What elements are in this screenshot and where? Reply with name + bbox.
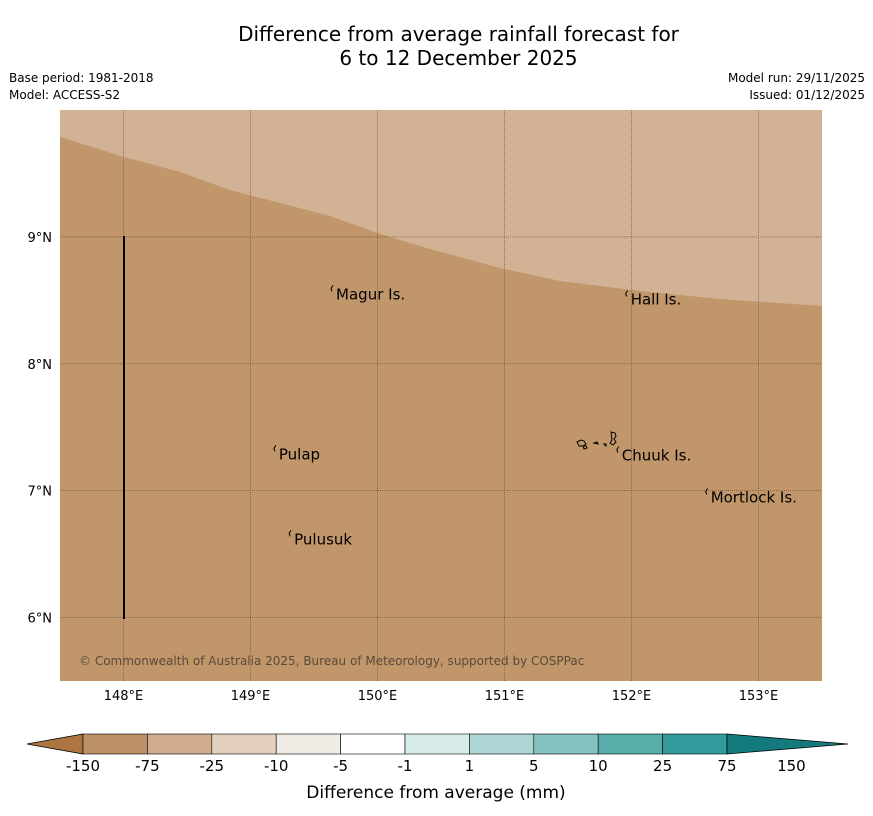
colorbar-tick-label: 10 bbox=[589, 757, 608, 775]
place-label: Pulap bbox=[279, 445, 320, 463]
colorbar-segment bbox=[82, 733, 148, 755]
graticule bbox=[60, 110, 822, 681]
colorbar: -150 -75 -25 -10 -5 -1 1 5 10 25 75 150 bbox=[26, 733, 849, 775]
meta-right: Model run: 29/11/2025 Issued: 01/12/2025 bbox=[728, 70, 865, 104]
colorbar-tick-label: 25 bbox=[653, 757, 672, 775]
axis-labels: 148°E 149°E 150°E 151°E 152°E 153°E 9°N 8°N 7°N 6… bbox=[28, 231, 779, 704]
colorbar-extend-low bbox=[26, 733, 84, 755]
lon-tick-label: 150°E bbox=[358, 689, 398, 704]
colorbar-tick-label: -5 bbox=[333, 757, 348, 775]
lon-tick-label: 148°E bbox=[104, 689, 144, 704]
place-label: Pulusuk bbox=[294, 530, 352, 548]
colorbar-segment bbox=[404, 733, 470, 755]
colorbar-tick-label: 75 bbox=[717, 757, 736, 775]
lon-tick-label: 149°E bbox=[231, 689, 271, 704]
lon-tick-label: 153°E bbox=[739, 689, 779, 704]
colorbar-segment bbox=[662, 733, 728, 755]
colorbar-segment bbox=[597, 733, 663, 755]
colorbar-segment bbox=[275, 733, 341, 755]
colorbar-tick-label: 5 bbox=[529, 757, 539, 775]
colorbar-tick-label: -1 bbox=[398, 757, 413, 775]
place-label: Hall Is. bbox=[631, 291, 682, 309]
colorbar-segment bbox=[340, 733, 406, 755]
meta-left: Base period: 1981-2018 Model: ACCESS-S2 bbox=[9, 70, 154, 104]
lat-tick-label: 9°N bbox=[28, 231, 53, 246]
lon-tick-label: 151°E bbox=[485, 689, 525, 704]
colorbar-segment bbox=[469, 733, 535, 755]
island-marker bbox=[288, 530, 292, 537]
lat-tick-label: 8°N bbox=[28, 358, 53, 373]
base-period: Base period: 1981-2018 bbox=[9, 71, 154, 85]
map-title: Difference from average rainfall forecas… bbox=[0, 22, 873, 70]
colorbar-segment bbox=[533, 733, 599, 755]
chuuk-lagoon-outline bbox=[576, 431, 617, 450]
place-label: Mortlock Is. bbox=[711, 488, 797, 506]
place-labels: Magur Is. Hall Is. Pulap Chuuk Is. Mortlock … bbox=[273, 285, 797, 548]
island-marker bbox=[625, 290, 629, 297]
map-area: Magur Is. Hall Is. Pulap Chuuk Is. Mortlock … bbox=[60, 110, 822, 681]
island-marker bbox=[273, 445, 277, 452]
island-outlines bbox=[576, 431, 617, 450]
title-line-1: Difference from average rainfall forecas… bbox=[238, 22, 679, 46]
colorbar-tick-label: -150 bbox=[66, 757, 100, 775]
colorbar-segment bbox=[211, 733, 277, 755]
lat-tick-label: 6°N bbox=[28, 612, 53, 627]
colorbar-segment bbox=[147, 733, 213, 755]
lon-tick-label: 152°E bbox=[612, 689, 652, 704]
colorbar-title: Difference from average (mm) bbox=[306, 783, 565, 803]
title-line-2: 6 to 12 December 2025 bbox=[339, 46, 578, 70]
island-marker bbox=[616, 446, 620, 453]
colorbar-tick-label: -25 bbox=[200, 757, 225, 775]
model-name: Model: ACCESS-S2 bbox=[9, 88, 121, 102]
lat-tick-label: 7°N bbox=[28, 485, 53, 500]
island-marker bbox=[330, 285, 334, 292]
colorbar-tick-label: 1 bbox=[465, 757, 475, 775]
colorbar-tick-label: -10 bbox=[264, 757, 289, 775]
model-run: Model run: 29/11/2025 bbox=[727, 71, 865, 85]
issued-date: Issued: 01/12/2025 bbox=[749, 88, 865, 102]
island-marker bbox=[705, 488, 709, 495]
copyright-notice: © Commonwealth of Australia 2025, Bureau… bbox=[79, 654, 584, 668]
place-label: Magur Is. bbox=[336, 285, 405, 303]
place-label: Chuuk Is. bbox=[622, 447, 691, 465]
colorbar-extend-high bbox=[726, 733, 849, 755]
colorbar-tick-label: -75 bbox=[135, 757, 160, 775]
colorbar-tick-label: 150 bbox=[777, 757, 806, 775]
